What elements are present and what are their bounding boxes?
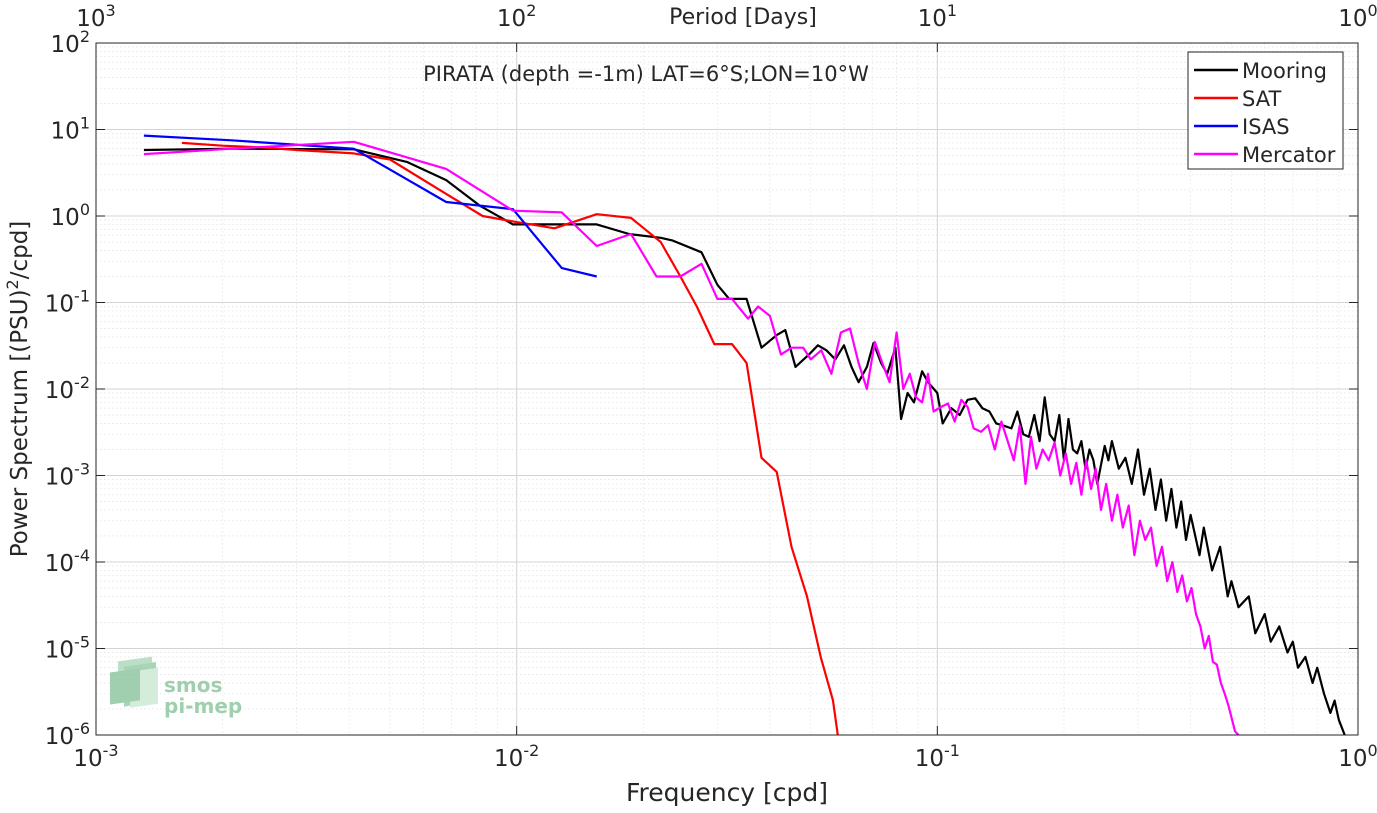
y-tick-label-exp: 1: [80, 114, 90, 133]
y-tick-label-exp: 2: [80, 27, 90, 46]
axes-layer: [95, 42, 1359, 736]
logo-text-pi-mep: pi-mep: [164, 694, 242, 718]
x-tick-label-base: 10: [73, 746, 102, 772]
y-tick-label: 10-1: [45, 287, 90, 318]
y-tick-label: 100: [51, 200, 90, 231]
x-axis-label: Frequency [cpd]: [626, 778, 828, 807]
x-tick-label: 10-2: [494, 741, 539, 772]
x-tick-label: 10-3: [73, 741, 118, 772]
top-tick-label-base: 10: [1338, 6, 1367, 32]
y-tick-label-base: 10: [45, 638, 74, 664]
y-tick-label: 10-3: [45, 460, 90, 491]
y-tick-label: 10-6: [45, 719, 90, 750]
x-tick-label-exp: -3: [103, 741, 119, 760]
legend-label-isas: ISAS: [1242, 115, 1290, 139]
top-tick-label-exp: 2: [526, 1, 536, 20]
y-tick-label-exp: -6: [74, 719, 90, 738]
smos-pi-mep-logo: smos pi-mep: [110, 656, 242, 718]
top-axis-label: Period [Days]: [669, 5, 817, 30]
top-tick-label-base: 10: [497, 6, 526, 32]
x-tick-label: 100: [1338, 741, 1377, 772]
top-tick-label: 100: [1338, 1, 1377, 32]
legend-label-mooring: Mooring: [1242, 59, 1327, 83]
y-tick-label-exp: 0: [80, 200, 90, 219]
top-tick-label: 102: [497, 1, 536, 32]
y-tick-label-exp: -4: [74, 546, 90, 565]
x-tick-label-exp: -2: [523, 741, 539, 760]
series-line-isas: [143, 134, 597, 278]
y-tick-label-exp: -5: [74, 633, 90, 652]
series-layer: [143, 134, 1346, 736]
tick-labels: 10-3 10-2 10-1 10010-610-510-410-310-210-11…: [45, 1, 1377, 772]
legend-label-sat: SAT: [1242, 87, 1281, 111]
y-tick-label: 10-4: [45, 546, 90, 577]
series-line-sat: [181, 141, 839, 736]
series-line-mooring: [143, 147, 1346, 736]
y-axis-label: Power Spectrum [(PSU)2/cpd]: [3, 221, 33, 558]
y-tick-label-exp: -3: [74, 460, 90, 479]
minor-grid: [96, 43, 1358, 735]
y-tick-label-base: 10: [45, 378, 74, 404]
y-tick-label-base: 10: [45, 724, 74, 750]
series-line-mercator: [143, 140, 1240, 736]
top-tick-label: 103: [76, 1, 115, 32]
top-tick-label-exp: 1: [947, 1, 957, 20]
top-tick-label-base: 10: [918, 6, 947, 32]
y-tick-label: 102: [51, 27, 90, 58]
top-tick-label-base: 10: [76, 6, 105, 32]
y-tick-label-base: 10: [45, 551, 74, 577]
y-tick-label-base: 10: [51, 32, 80, 58]
x-tick-label-exp: 0: [1368, 741, 1377, 760]
x-tick-label: 10-1: [915, 741, 960, 772]
x-tick-label-exp: -1: [944, 741, 960, 760]
y-tick-label: 101: [51, 114, 90, 145]
top-tick-label: 101: [918, 1, 957, 32]
y-tick-label: 10-2: [45, 373, 90, 404]
y-tick-label-base: 10: [45, 465, 74, 491]
chart-title: PIRATA (depth =-1m) LAT=6°S;LON=10°W: [423, 62, 869, 86]
top-tick-label-exp: 3: [106, 1, 116, 20]
logo-text-smos: smos: [164, 673, 222, 697]
y-tick-label: 10-5: [45, 633, 90, 664]
y-tick-label-exp: -2: [74, 373, 90, 392]
legend: Mooring SAT ISAS Mercator: [1187, 51, 1344, 170]
x-tick-label-base: 10: [494, 746, 523, 772]
top-tick-label-exp: 0: [1368, 1, 1377, 20]
logo-icon: [110, 656, 158, 708]
y-tick-label-base: 10: [45, 292, 74, 318]
x-tick-label-base: 10: [1338, 746, 1367, 772]
x-tick-label-base: 10: [915, 746, 944, 772]
legend-label-mercator: Mercator: [1242, 143, 1336, 167]
y-tick-label-base: 10: [51, 205, 80, 231]
y-tick-label-base: 10: [51, 119, 80, 145]
legend-box: [1187, 51, 1344, 170]
y-tick-label-exp: -1: [74, 287, 90, 306]
